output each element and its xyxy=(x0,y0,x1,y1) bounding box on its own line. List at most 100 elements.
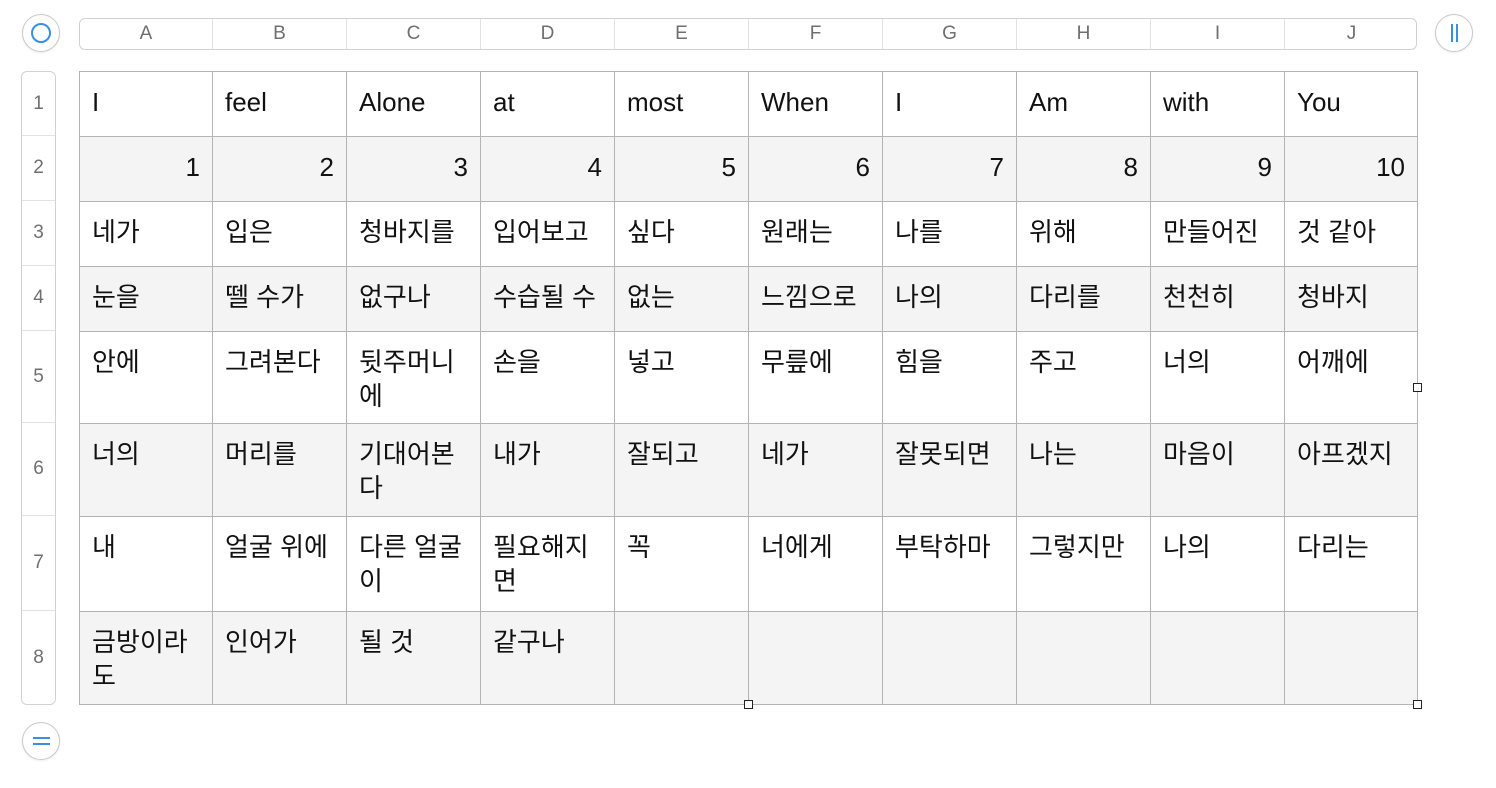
cell-j5[interactable]: 어깨에 xyxy=(1284,331,1418,424)
row-header-6[interactable]: 6 xyxy=(22,423,55,516)
cell-j8[interactable] xyxy=(1284,611,1418,705)
cell-i6[interactable]: 마음이 xyxy=(1150,423,1285,517)
row-header-2[interactable]: 2 xyxy=(22,136,55,201)
row-header-8[interactable]: 8 xyxy=(33,646,44,668)
add-row-button[interactable] xyxy=(22,722,60,760)
cell-g4[interactable]: 나의 xyxy=(882,266,1017,332)
cell-a2[interactable]: 1 xyxy=(79,136,213,202)
add-column-button[interactable] xyxy=(1435,14,1473,52)
cell-h2[interactable]: 8 xyxy=(1016,136,1151,202)
cell-g8[interactable] xyxy=(882,611,1017,705)
cell-c8[interactable]: 될 것 xyxy=(346,611,481,705)
cell-h5[interactable]: 주고 xyxy=(1016,331,1151,424)
cell-i1[interactable]: with xyxy=(1150,71,1285,137)
cell-d4[interactable]: 수습될 수 xyxy=(480,266,615,332)
column-header-g[interactable]: G xyxy=(883,19,1017,49)
cell-f3[interactable]: 원래는 xyxy=(748,201,883,267)
cell-h8[interactable] xyxy=(1016,611,1151,705)
cell-d7[interactable]: 필요해지면 xyxy=(480,516,615,612)
cell-c6[interactable]: 기대어본다 xyxy=(346,423,481,517)
cell-h4[interactable]: 다리를 xyxy=(1016,266,1151,332)
cell-a7[interactable]: 내 xyxy=(79,516,213,612)
resize-handle-right[interactable] xyxy=(1413,383,1422,392)
cell-f2[interactable]: 6 xyxy=(748,136,883,202)
cell-d8[interactable]: 같구나 xyxy=(480,611,615,705)
cell-a8[interactable]: 금방이라도 xyxy=(79,611,213,705)
cell-i2[interactable]: 9 xyxy=(1150,136,1285,202)
cell-f1[interactable]: When xyxy=(748,71,883,137)
cell-j1[interactable]: You xyxy=(1284,71,1418,137)
cell-c1[interactable]: Alone xyxy=(346,71,481,137)
cell-i8[interactable] xyxy=(1150,611,1285,705)
column-header-h[interactable]: H xyxy=(1017,19,1151,49)
select-table-button[interactable] xyxy=(22,14,60,52)
resize-handle-bottom[interactable] xyxy=(744,700,753,709)
cell-c4[interactable]: 없구나 xyxy=(346,266,481,332)
cell-d6[interactable]: 내가 xyxy=(480,423,615,517)
cell-j3[interactable]: 것 같아 xyxy=(1284,201,1418,267)
cell-b2[interactable]: 2 xyxy=(212,136,347,202)
cell-h6[interactable]: 나는 xyxy=(1016,423,1151,517)
cell-c3[interactable]: 청바지를 xyxy=(346,201,481,267)
cell-g6[interactable]: 잘못되면 xyxy=(882,423,1017,517)
column-header-j[interactable]: J xyxy=(1346,23,1357,44)
cell-e8[interactable] xyxy=(614,611,749,705)
cell-f4[interactable]: 느낌으로 xyxy=(748,266,883,332)
cell-e4[interactable]: 없는 xyxy=(614,266,749,332)
cell-f5[interactable]: 무릎에 xyxy=(748,331,883,424)
cell-d2[interactable]: 4 xyxy=(480,136,615,202)
cell-c2[interactable]: 3 xyxy=(346,136,481,202)
cell-b7[interactable]: 얼굴 위에 xyxy=(212,516,347,612)
cell-a6[interactable]: 너의 xyxy=(79,423,213,517)
cell-a4[interactable]: 눈을 xyxy=(79,266,213,332)
cell-f7[interactable]: 너에게 xyxy=(748,516,883,612)
cell-i3[interactable]: 만들어진 xyxy=(1150,201,1285,267)
cell-d1[interactable]: at xyxy=(480,71,615,137)
cell-h7[interactable]: 그렇지만 xyxy=(1016,516,1151,612)
column-header-b[interactable]: B xyxy=(213,19,347,49)
cell-a1[interactable]: I xyxy=(79,71,213,137)
cell-c5[interactable]: 뒷주머니에 xyxy=(346,331,481,424)
column-header-a[interactable]: A xyxy=(80,19,213,49)
column-header-e[interactable]: E xyxy=(615,19,749,49)
cell-g1[interactable]: I xyxy=(882,71,1017,137)
cell-d5[interactable]: 손을 xyxy=(480,331,615,424)
cell-g7[interactable]: 부탁하마 xyxy=(882,516,1017,612)
cell-e7[interactable]: 꼭 xyxy=(614,516,749,612)
cell-b6[interactable]: 머리를 xyxy=(212,423,347,517)
column-header-c[interactable]: C xyxy=(347,19,481,49)
cell-f8[interactable] xyxy=(748,611,883,705)
cell-a3[interactable]: 네가 xyxy=(79,201,213,267)
column-header-f[interactable]: F xyxy=(749,19,883,49)
cell-i5[interactable]: 너의 xyxy=(1150,331,1285,424)
cell-b5[interactable]: 그려본다 xyxy=(212,331,347,424)
cell-b4[interactable]: 뗄 수가 xyxy=(212,266,347,332)
cell-b8[interactable]: 인어가 xyxy=(212,611,347,705)
column-header-i[interactable]: I xyxy=(1151,19,1285,49)
row-header-1[interactable]: 1 xyxy=(22,72,55,136)
cell-b3[interactable]: 입은 xyxy=(212,201,347,267)
cell-j4[interactable]: 청바지 xyxy=(1284,266,1418,332)
cell-g5[interactable]: 힘을 xyxy=(882,331,1017,424)
column-header-d[interactable]: D xyxy=(481,19,615,49)
cell-d3[interactable]: 입어보고 xyxy=(480,201,615,267)
cell-f6[interactable]: 네가 xyxy=(748,423,883,517)
cell-i4[interactable]: 천천히 xyxy=(1150,266,1285,332)
cell-e5[interactable]: 넣고 xyxy=(614,331,749,424)
cell-g3[interactable]: 나를 xyxy=(882,201,1017,267)
cell-a5[interactable]: 안에 xyxy=(79,331,213,424)
cell-e2[interactable]: 5 xyxy=(614,136,749,202)
cell-j7[interactable]: 다리는 xyxy=(1284,516,1418,612)
row-header-3[interactable]: 3 xyxy=(22,201,55,266)
cell-e1[interactable]: most xyxy=(614,71,749,137)
cell-j2[interactable]: 10 xyxy=(1284,136,1418,202)
row-header-7[interactable]: 7 xyxy=(22,516,55,611)
cell-h3[interactable]: 위해 xyxy=(1016,201,1151,267)
cell-c7[interactable]: 다른 얼굴이 xyxy=(346,516,481,612)
cell-h1[interactable]: Am xyxy=(1016,71,1151,137)
cell-g2[interactable]: 7 xyxy=(882,136,1017,202)
row-header-5[interactable]: 5 xyxy=(22,331,55,423)
cell-e3[interactable]: 싶다 xyxy=(614,201,749,267)
cell-i7[interactable]: 나의 xyxy=(1150,516,1285,612)
cell-e6[interactable]: 잘되고 xyxy=(614,423,749,517)
